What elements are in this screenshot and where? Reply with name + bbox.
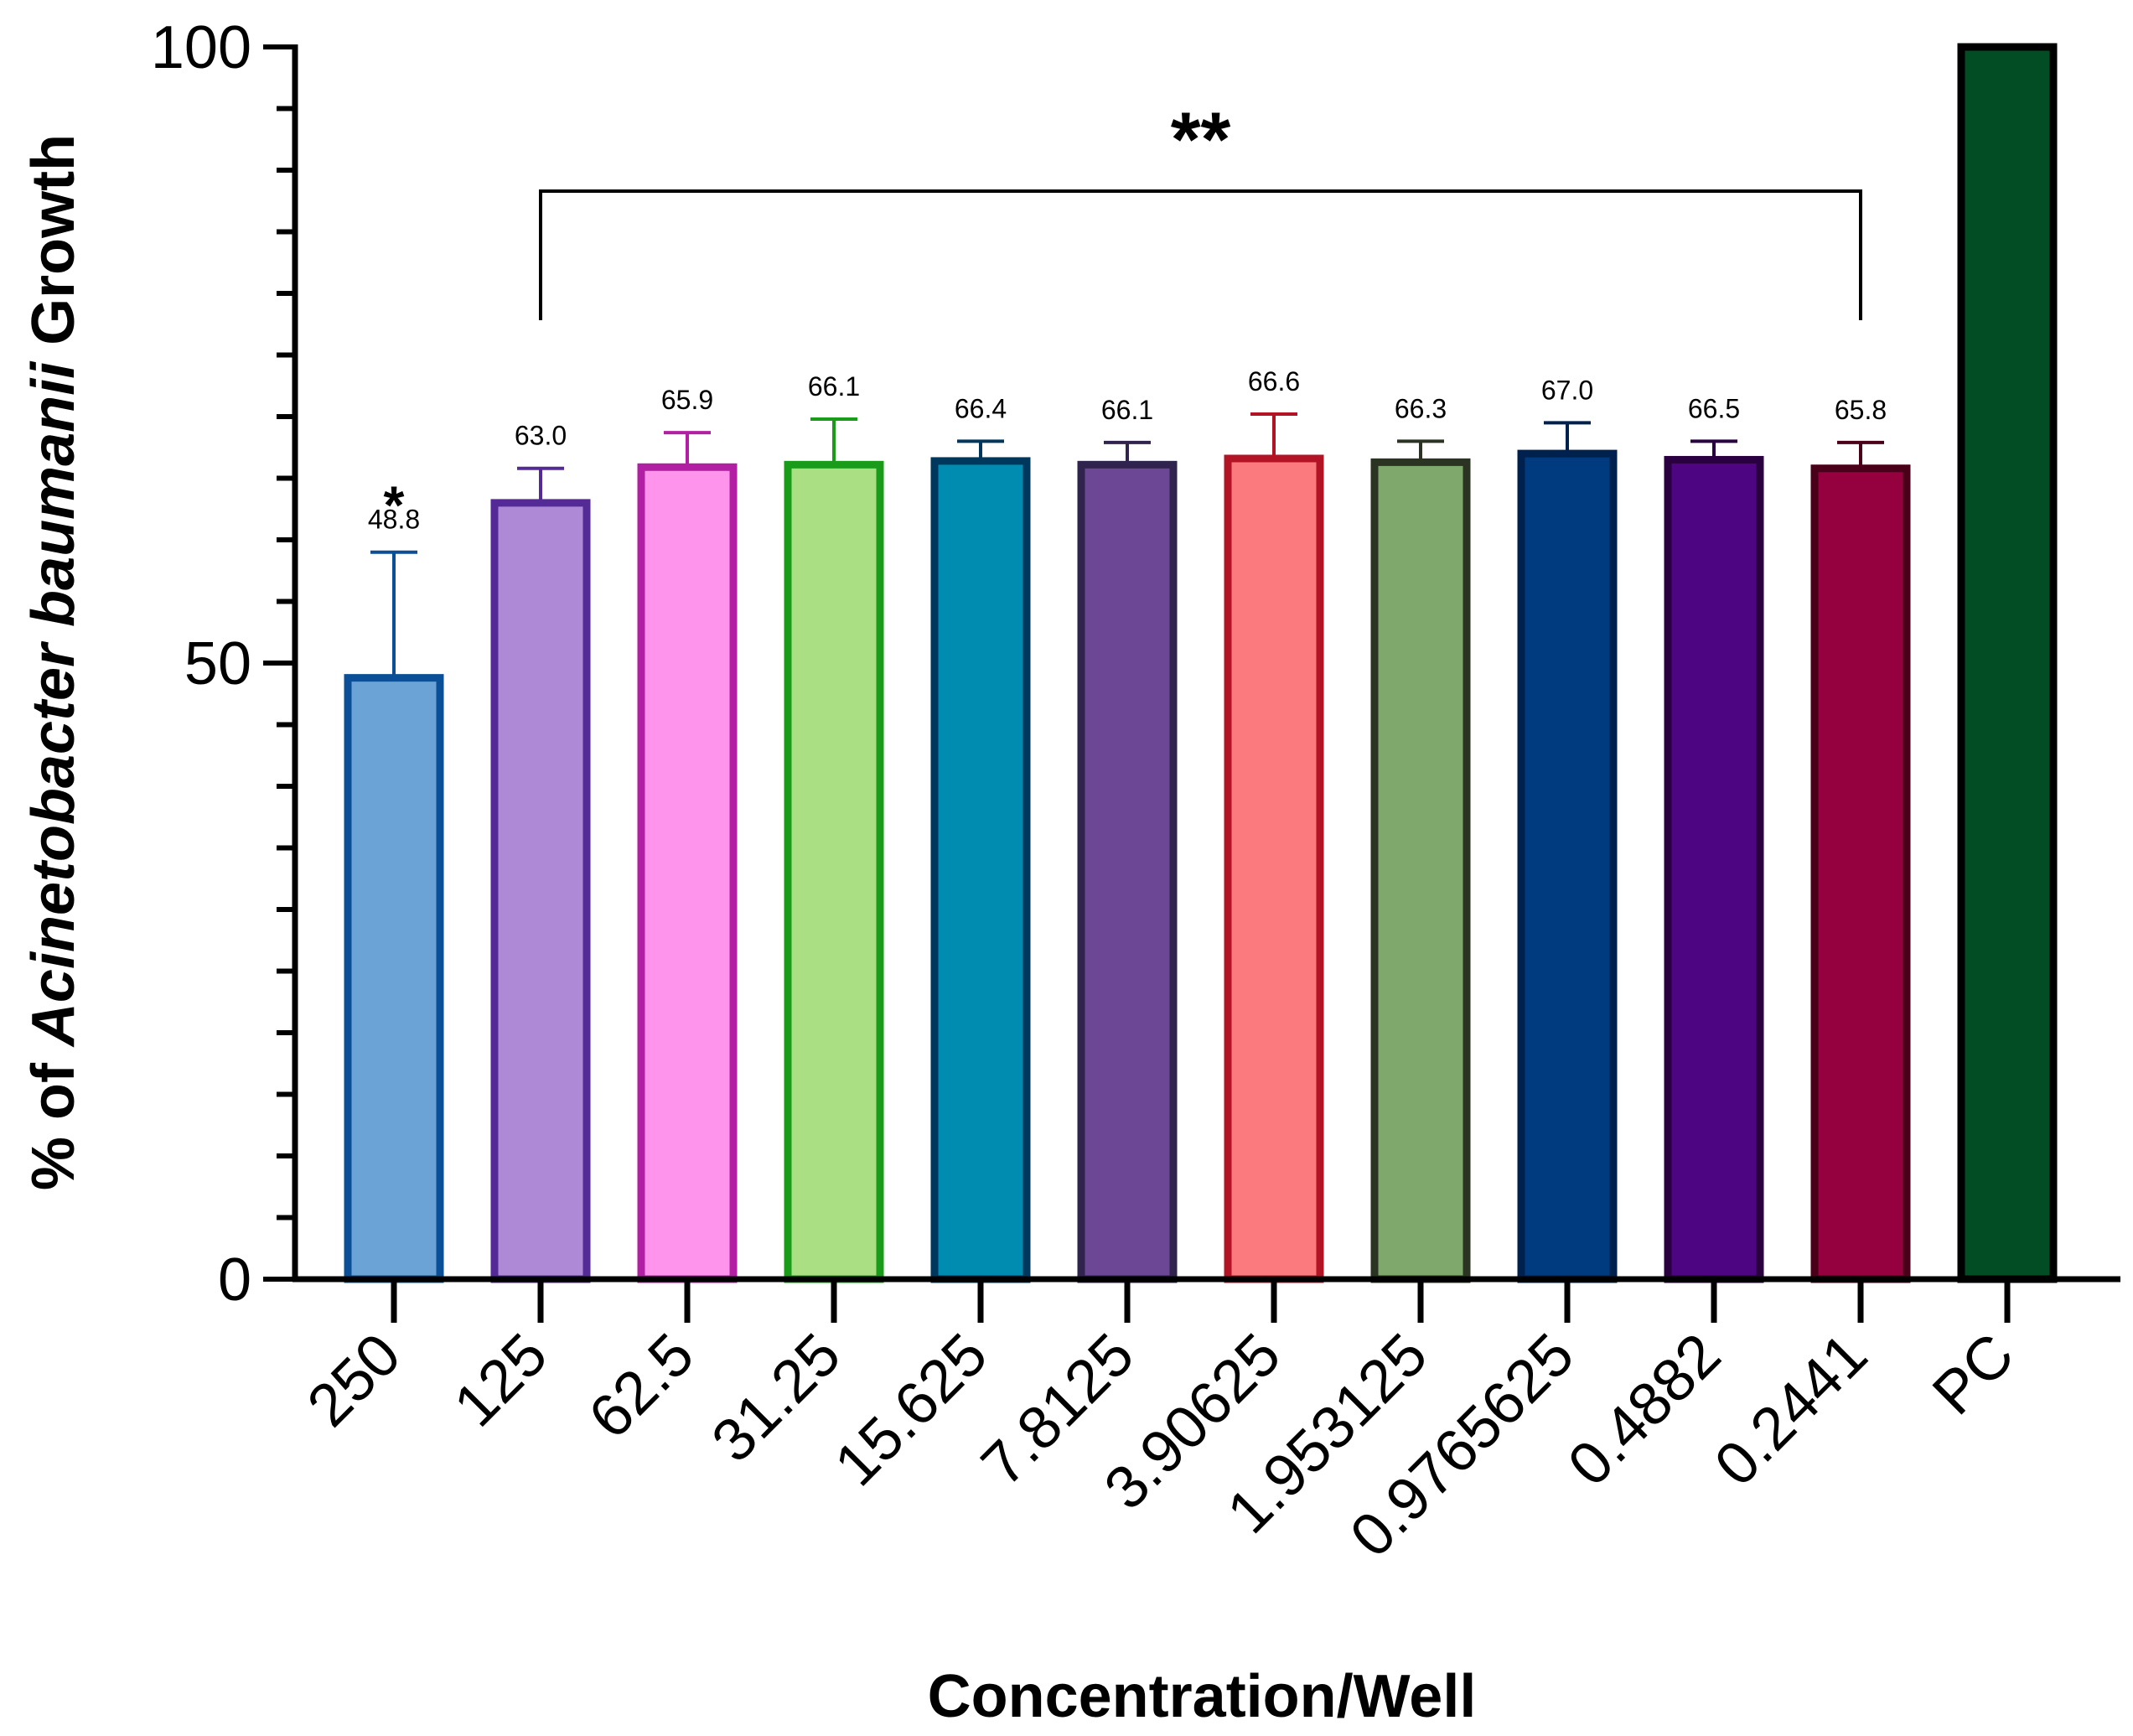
y-axis-title-prefix: % of (20, 1046, 87, 1190)
bars: 48.8 63.0 65.9 66.1 66.4 66.1 66.6 66.3 67.0 66.5… (344, 43, 2058, 1283)
significance-bracket (539, 189, 1862, 320)
data-label: 66.3 (1395, 393, 1447, 423)
data-label: 66.6 (1248, 366, 1300, 396)
significance-annotations: *** (384, 97, 1862, 536)
y-axis-title-suffix: Growth (20, 134, 87, 362)
bar (1370, 458, 1471, 1283)
y-axis-title: % of Acinetobacter baumanii Growth (20, 134, 87, 1190)
bar (1077, 460, 1178, 1283)
x-tick-label: 250 (295, 1321, 414, 1440)
x-tick-label: 0.2441 (1702, 1321, 1880, 1499)
y-axis-title-organism: Acinetobacter baumanii (20, 360, 87, 1048)
x-tick-label: 0.4882 (1556, 1321, 1733, 1499)
bar (1517, 449, 1618, 1283)
significance-star: * (384, 475, 405, 536)
y-tick-label: 0 (218, 1246, 251, 1314)
bar (1810, 464, 1911, 1283)
data-label: 66.4 (955, 393, 1007, 423)
y-tick-label: 50 (184, 630, 251, 697)
bar (344, 674, 444, 1283)
x-tick-label: 125 (442, 1321, 561, 1440)
data-label: 66.5 (1688, 393, 1740, 423)
x-tick-label: PC (1920, 1321, 2027, 1428)
x-axis: 250 125 62.531.2515.6257.81253.906251.9531… (293, 1276, 2120, 1570)
x-tick-label: 15.625 (822, 1321, 1000, 1499)
data-label: 63.0 (515, 421, 567, 451)
data-label: 66.1 (808, 371, 860, 402)
data-label: 67.0 (1541, 375, 1593, 405)
significance-bracket-stars: ** (1171, 97, 1231, 183)
x-axis-title: Concentration/Well (928, 1663, 1477, 1730)
bar (784, 460, 884, 1283)
bar (1224, 454, 1324, 1283)
bar (490, 499, 591, 1283)
data-label: 65.8 (1835, 395, 1887, 425)
bar (930, 457, 1031, 1283)
y-axis: 0 50 100 (151, 14, 298, 1314)
bar (637, 463, 738, 1283)
x-tick-label: 62.5 (577, 1321, 707, 1452)
bar (1664, 455, 1764, 1283)
data-label: 65.9 (661, 385, 713, 415)
data-label: 66.1 (1101, 395, 1153, 425)
bar (1957, 43, 2058, 1283)
y-tick-label: 100 (151, 14, 251, 81)
data-label: 48.8 (368, 505, 420, 535)
